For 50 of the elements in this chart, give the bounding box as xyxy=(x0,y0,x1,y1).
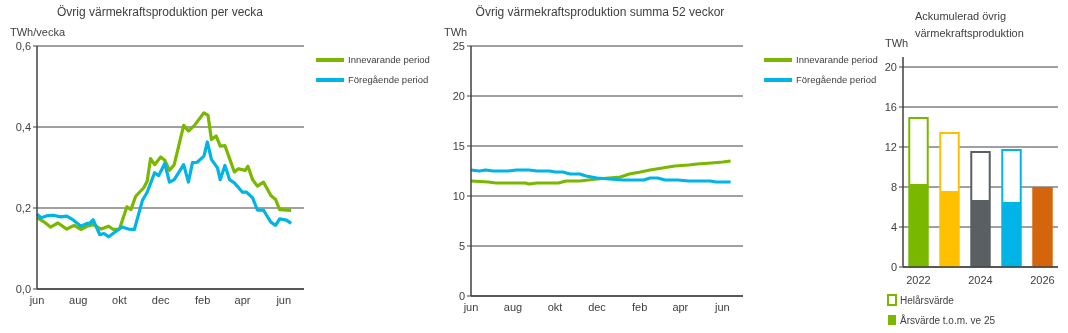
y-tick-label: 16 xyxy=(884,100,897,113)
y-tick-label: 5 xyxy=(458,239,465,252)
x-tick-label: 2022 xyxy=(906,274,931,286)
y-tick-label: 0,0 xyxy=(15,282,31,295)
x-tick-label: jun xyxy=(714,301,730,313)
x-tick-label: okt xyxy=(112,294,127,306)
x-tick-label: jun xyxy=(462,301,479,313)
y-tick-label: 4 xyxy=(890,220,897,233)
x-tick-label: aug xyxy=(503,301,523,313)
line-series xyxy=(35,140,293,239)
y-tick-label: 0 xyxy=(458,289,465,302)
x-tick-label: 2024 xyxy=(968,274,993,286)
y-axis-title: TWh xyxy=(444,26,468,38)
y-tick-label: 0,2 xyxy=(15,201,31,214)
y-tick-label: 12 xyxy=(884,140,897,153)
legend-label: Innevarande period xyxy=(796,54,878,66)
x-tick-label: aug xyxy=(69,294,88,306)
legend-label: Föregående period xyxy=(796,74,877,86)
y-tick-label: 0 xyxy=(890,260,897,273)
line-series xyxy=(469,168,733,184)
legend-label: Helårsvärde xyxy=(900,294,955,306)
y-tick-label: 25 xyxy=(452,39,465,52)
x-tick-label: 2026 xyxy=(1030,274,1055,286)
y-tick-label: 10 xyxy=(452,189,465,202)
y-tick-label: 20 xyxy=(884,60,897,73)
y-tick-label: 8 xyxy=(890,180,897,193)
y-tick-label: 15 xyxy=(452,139,465,152)
chart-title: Övrig värmekraftsproduktion summa 52 veckor xyxy=(475,5,725,19)
y-axis-title: TWh xyxy=(885,37,909,49)
x-tick-label: jun xyxy=(28,294,45,306)
bar xyxy=(1032,187,1053,267)
y-tick-label: 20 xyxy=(452,89,465,102)
line-series xyxy=(469,159,733,186)
chart-title: Övrig värmekraftsproduktion per vecka xyxy=(56,5,264,19)
x-tick-label: jun xyxy=(275,294,292,306)
x-tick-label: okt xyxy=(547,301,563,313)
x-tick-label: apr xyxy=(234,294,251,306)
legend-label: Innevarande period xyxy=(348,54,430,66)
y-tick-label: 0,4 xyxy=(15,120,31,133)
x-tick-label: apr xyxy=(672,301,689,313)
x-tick-label: feb xyxy=(632,301,648,313)
legend-label: Årsvärde t.o.m. ve 25 xyxy=(900,313,996,326)
x-tick-label: dec xyxy=(588,301,607,313)
y-tick-label: 0,6 xyxy=(15,39,31,52)
x-tick-label: feb xyxy=(194,294,211,306)
legend-label: Föregående period xyxy=(348,74,429,86)
line-series xyxy=(35,111,293,232)
chart-title: Ackumulerad övrig värmekraftsproduktion xyxy=(915,10,1024,39)
x-tick-label: dec xyxy=(151,294,171,306)
y-axis-title: TWh/vecka xyxy=(10,26,66,38)
